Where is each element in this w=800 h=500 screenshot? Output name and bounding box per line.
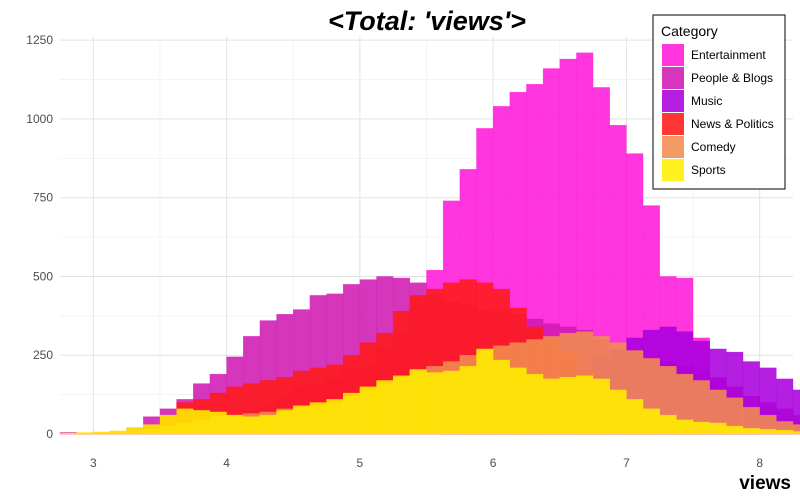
- legend-swatch: [662, 113, 684, 135]
- bar: [176, 408, 194, 435]
- bar: [542, 378, 561, 435]
- y-tick-label: 750: [33, 191, 53, 205]
- legend-label: Music: [691, 94, 722, 108]
- x-tick-label: 8: [756, 456, 763, 470]
- x-tick-label: 4: [223, 456, 230, 470]
- bar: [409, 369, 427, 435]
- bar: [659, 414, 677, 435]
- bar: [126, 427, 144, 435]
- bar: [742, 428, 760, 435]
- bar: [226, 414, 244, 435]
- axes: 0 250 500 750 1000 1250 3 4 5 6 7 8: [26, 33, 763, 470]
- y-tick-label: 0: [46, 427, 53, 441]
- legend-swatch: [662, 136, 684, 158]
- bar: [76, 432, 94, 435]
- bar: [159, 414, 177, 435]
- legend: Category Entertainment People & Blogs Musi…: [652, 14, 786, 190]
- bar: [676, 419, 694, 435]
- bar: [143, 424, 161, 435]
- bar: [109, 430, 127, 435]
- bar: [709, 422, 727, 435]
- bar: [342, 392, 361, 435]
- bar: [442, 370, 461, 435]
- bar: [559, 377, 577, 435]
- legend-swatch: [662, 67, 684, 89]
- legend-label: People & Blogs: [691, 71, 773, 85]
- legend-label: News & Politics: [691, 117, 774, 131]
- bar: [309, 402, 327, 435]
- legend-label: Comedy: [691, 140, 736, 154]
- y-tick-label: 500: [33, 269, 53, 283]
- legend-label: Entertainment: [691, 48, 766, 62]
- histogram-bars: [59, 52, 800, 435]
- bar: [359, 386, 377, 435]
- y-tick-label: 250: [33, 348, 53, 362]
- x-tick-label: 5: [357, 456, 364, 470]
- bar: [276, 410, 294, 435]
- bar: [476, 348, 494, 435]
- bar: [776, 429, 794, 435]
- series-sports: [59, 348, 800, 435]
- bar: [326, 399, 344, 435]
- bar: [609, 389, 627, 435]
- y-tick-label: 1000: [26, 112, 53, 126]
- bar: [576, 375, 594, 435]
- bar: [592, 378, 611, 435]
- bar: [792, 389, 800, 435]
- bar: [759, 429, 777, 435]
- legend-label: Sports: [691, 163, 726, 177]
- bar: [459, 366, 477, 435]
- legend-swatch: [662, 44, 684, 66]
- legend-swatch: [662, 159, 684, 181]
- bar: [93, 431, 111, 435]
- x-tick-label: 7: [623, 456, 630, 470]
- bar: [726, 425, 744, 435]
- bar: [626, 399, 644, 435]
- bar: [692, 421, 710, 435]
- bar: [526, 373, 544, 435]
- y-tick-label: 1250: [26, 33, 53, 47]
- legend-swatch: [662, 90, 684, 112]
- legend-title: Category: [661, 23, 718, 39]
- bar: [193, 410, 211, 435]
- bar: [376, 380, 394, 435]
- bar: [243, 416, 261, 435]
- bar: [792, 424, 800, 435]
- bar: [426, 372, 444, 435]
- x-axis-label: views: [739, 473, 791, 494]
- bar: [642, 408, 660, 435]
- bar: [292, 405, 311, 435]
- chart-title: <Total: 'views'>: [328, 6, 526, 36]
- bar: [492, 359, 511, 435]
- bar: [792, 431, 800, 435]
- bar: [59, 432, 77, 435]
- x-tick-label: 3: [90, 456, 97, 470]
- bar: [392, 375, 411, 435]
- bar: [509, 367, 527, 435]
- bar: [209, 411, 227, 435]
- bar: [259, 414, 277, 435]
- x-tick-label: 6: [490, 456, 497, 470]
